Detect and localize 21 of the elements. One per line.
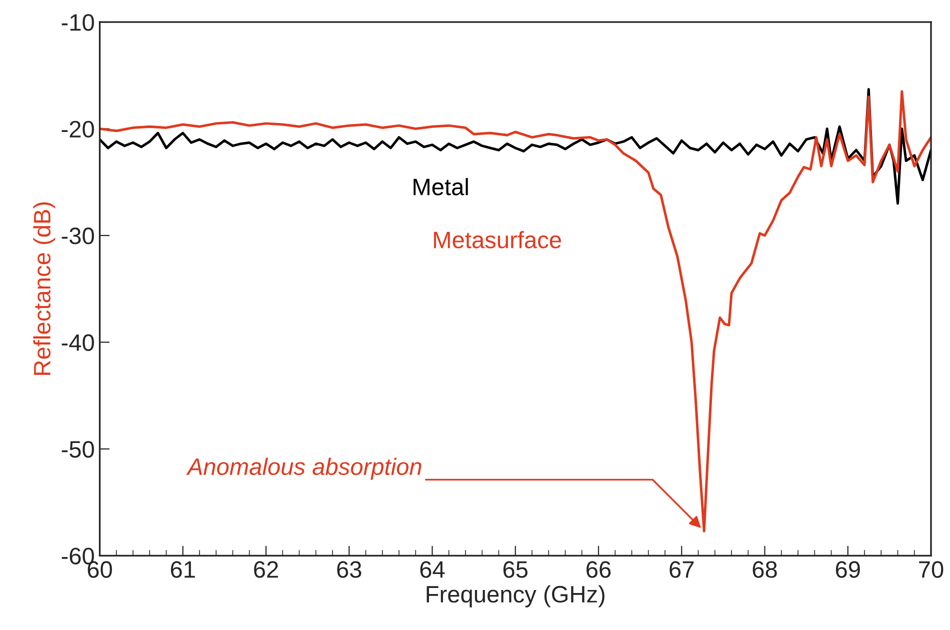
y-tick-label: -50 bbox=[62, 441, 94, 458]
x-tick-label: 68 bbox=[752, 561, 777, 578]
x-tick-label: 69 bbox=[836, 561, 860, 578]
x-tick-label: 63 bbox=[337, 561, 362, 578]
y-tick-label: -40 bbox=[62, 334, 94, 352]
line-series bbox=[100, 90, 931, 532]
x-tick-label: 66 bbox=[586, 561, 611, 578]
y-tick-label: -20 bbox=[62, 120, 94, 138]
series-label: Metal bbox=[414, 178, 468, 196]
text: Metasurface bbox=[434, 231, 561, 248]
y-tick-label: -10 bbox=[62, 14, 94, 31]
x-tick-label: 67 bbox=[670, 561, 694, 578]
x-tick-label: 61 bbox=[170, 561, 195, 578]
x-tick-label: 65 bbox=[503, 561, 528, 578]
annotation: Anomalous absorption bbox=[186, 458, 422, 480]
x-tick-label: 62 bbox=[254, 561, 278, 578]
x-tick-label: 70 bbox=[919, 561, 944, 578]
y-axis-title: Reflectance (dB) bbox=[33, 202, 56, 375]
y-tick-label: -30 bbox=[62, 228, 94, 244]
x-tick-label: 64 bbox=[420, 561, 445, 578]
x-axis-title: Frequency (GHz) bbox=[426, 585, 604, 608]
